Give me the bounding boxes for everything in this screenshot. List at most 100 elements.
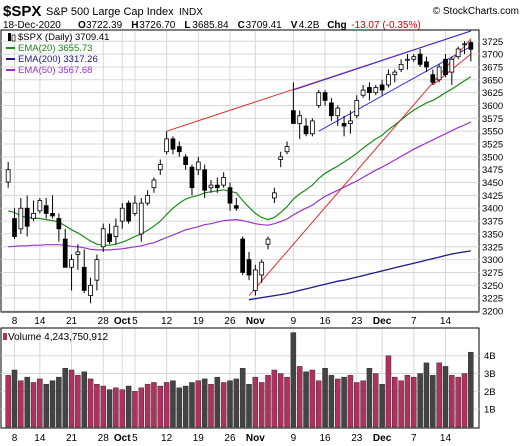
candle-body — [227, 187, 233, 204]
candle — [310, 118, 315, 137]
ohlc-label: O — [78, 20, 86, 31]
ohlc-label: L — [184, 20, 190, 31]
candle-body — [100, 228, 106, 248]
volume-bar — [37, 378, 43, 428]
ema200-line — [248, 250, 471, 301]
candle-body — [443, 58, 448, 76]
volume-bar — [30, 382, 37, 428]
candle — [367, 82, 372, 101]
candle — [119, 203, 125, 229]
candle-body — [398, 63, 404, 70]
candle-body — [329, 102, 334, 117]
volume-bar — [309, 369, 316, 428]
date-tick-label: 9 — [291, 433, 297, 444]
candle-body — [284, 146, 290, 153]
chg-label: Chg — [327, 20, 346, 31]
candle-body — [75, 251, 81, 255]
ticker-symbol: $SPX — [3, 3, 41, 20]
price-panel-frame — [0, 29, 480, 313]
candle-body — [119, 207, 125, 222]
candle-body — [411, 56, 417, 60]
ohlc-value: 4.2B — [299, 20, 320, 31]
date-tick-label: 12 — [161, 316, 173, 327]
legend-swatch — [8, 33, 11, 41]
volume-title: Volume 4,243,750,912 — [8, 332, 109, 343]
ema20-line — [8, 76, 472, 246]
volume-bar — [335, 378, 341, 428]
date-tick-label: 26 — [224, 316, 236, 327]
volume-bar — [62, 368, 68, 428]
candle — [316, 90, 322, 109]
volume-axis-labels: 1B 2B 3B 4B — [484, 351, 496, 415]
volume-bar — [113, 387, 119, 428]
price-tick-label: 3275 — [482, 268, 503, 279]
price-tick-label: 3475 — [482, 165, 503, 176]
volume-bar — [303, 371, 309, 428]
price-tick-label: 3225 — [482, 294, 503, 305]
price-tick-label: 3550 — [482, 127, 503, 138]
price-tick-label: 3625 — [482, 88, 503, 99]
candle-body — [462, 43, 467, 46]
price-tick-label: 3375 — [482, 217, 503, 228]
date-tick-label: 12 — [161, 433, 173, 444]
date-tick-label: 19 — [193, 433, 205, 444]
date-tick-label: 5 — [132, 433, 138, 444]
candle — [176, 141, 182, 157]
date-tick-label: Dec — [373, 433, 392, 444]
exchange-label: INDX — [179, 7, 203, 18]
candle-body — [468, 42, 474, 50]
volume-tick-label: 1B — [484, 405, 496, 416]
index-name: S&P 500 Large Cap Index — [46, 6, 174, 18]
volume-bar — [449, 375, 455, 428]
candle-body — [278, 156, 284, 160]
candle-body — [81, 266, 87, 291]
candle — [62, 228, 68, 268]
candle — [443, 54, 448, 78]
candle — [107, 223, 112, 245]
volume-bar — [265, 375, 271, 428]
candle-body — [107, 233, 112, 243]
date-tick-label: 7 — [411, 433, 417, 444]
volume-bar — [24, 376, 30, 428]
candle-body — [455, 48, 461, 58]
volume-bar — [239, 368, 246, 428]
volume-bar — [227, 380, 233, 428]
candle-body — [271, 192, 277, 199]
volume-bar — [436, 362, 442, 428]
date-tick-label: 14 — [34, 316, 46, 327]
price-tick-label: 3400 — [482, 204, 503, 215]
ohlc-row: O 3722.39 H 3726.70 L 3685.84 C 3709.41 V 4.2B Chg… — [78, 20, 421, 31]
volume-bar — [366, 368, 373, 428]
date-tick-label: 7 — [411, 316, 417, 327]
candle-body — [183, 156, 188, 165]
candle — [75, 244, 81, 270]
ema50-line — [8, 121, 472, 251]
volume-bar — [94, 384, 100, 428]
candle — [405, 54, 410, 70]
volume-bar — [163, 382, 170, 428]
volume-bar — [398, 380, 404, 428]
candle-body — [373, 87, 379, 94]
candle — [94, 254, 100, 291]
volume-bar — [195, 380, 202, 428]
candle — [126, 200, 131, 224]
volume-bar — [277, 373, 284, 428]
candle-body — [436, 66, 442, 81]
candle-body — [31, 212, 36, 219]
candle — [56, 213, 62, 242]
candle-body — [24, 207, 30, 227]
date-tick-label: Dec — [373, 316, 392, 327]
volume-bar — [100, 385, 106, 428]
candle-body — [310, 120, 315, 135]
candle-body — [367, 87, 372, 94]
candle — [392, 69, 398, 83]
date-tick-label: 16 — [319, 316, 331, 327]
volume-bar — [328, 375, 335, 428]
volume-bar — [385, 355, 392, 428]
candle — [145, 190, 150, 206]
candle-body — [5, 169, 11, 183]
candle-body — [12, 218, 17, 237]
price-tick-label: 3675 — [482, 62, 503, 73]
volume-bar — [214, 376, 221, 428]
candle — [195, 156, 201, 175]
